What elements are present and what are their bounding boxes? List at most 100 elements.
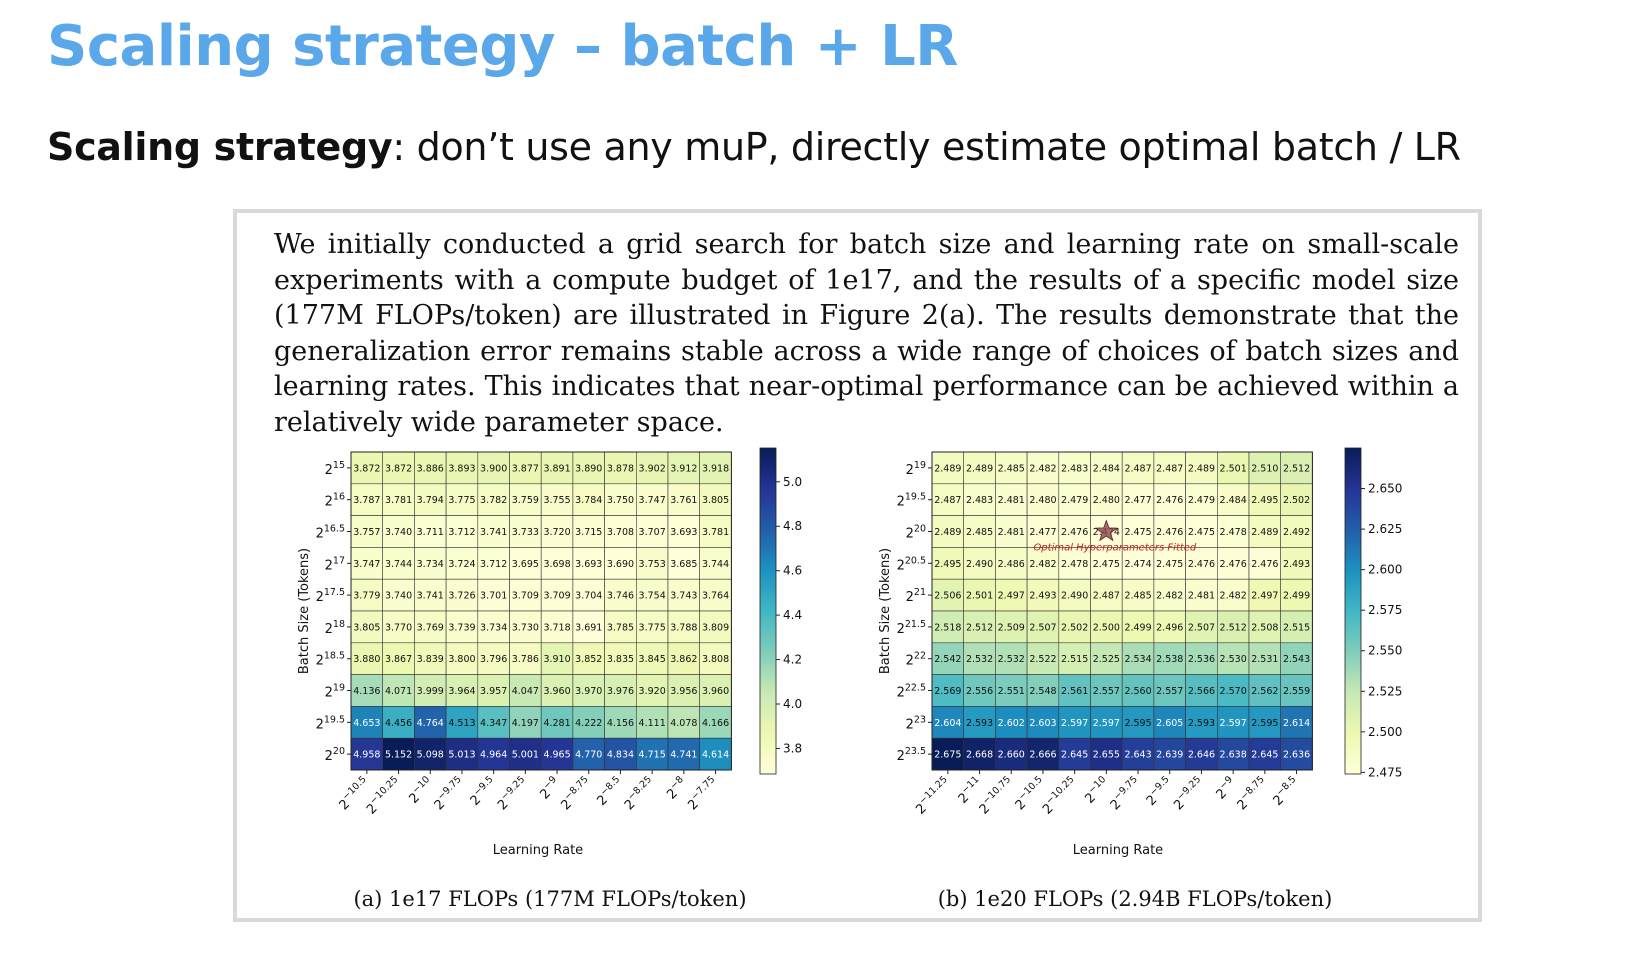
cell-value: 2.646 (1188, 750, 1215, 761)
heatmap-cell (1280, 483, 1313, 516)
cell-value: 2.604 (934, 718, 961, 729)
heatmap-cell (931, 674, 965, 707)
cell-value: 2.489 (934, 527, 961, 538)
cell-value: 2.482 (1029, 559, 1056, 570)
heatmap-cell (540, 674, 574, 707)
y-tick-label: 218.5 (316, 651, 345, 669)
cell-value: 3.698 (543, 559, 570, 570)
heatmap-cell (572, 547, 605, 580)
cell-value: 2.530 (1220, 654, 1247, 665)
heatmap-cell (509, 515, 542, 548)
x-tick-label: 2−10.25 (362, 774, 405, 817)
heatmap-cell (963, 674, 996, 707)
cell-value: 2.597 (1061, 718, 1088, 729)
x-tick-label: 2−9 (535, 774, 563, 802)
heatmap-cell (1280, 642, 1313, 675)
cell-value: 3.960 (543, 686, 570, 697)
cell-value: 2.492 (1283, 527, 1310, 538)
cell-value: 3.718 (543, 622, 570, 633)
cell-value: 2.489 (934, 463, 961, 474)
cell-value: 2.614 (1283, 718, 1310, 729)
cell-value: 3.734 (480, 622, 507, 633)
y-tick-label: 219.5 (897, 492, 926, 510)
heatmap-cell (1058, 515, 1091, 548)
heatmap-cell (1026, 642, 1060, 675)
heatmap-cell (1121, 515, 1155, 548)
cell-value: 3.757 (353, 527, 380, 538)
y-tick-label: 222 (906, 651, 926, 669)
slide-subtitle: Scaling strategy: don’t use any muP, dir… (47, 125, 1461, 169)
cell-value: 3.726 (448, 591, 475, 602)
cell-value: 3.701 (480, 591, 507, 602)
heatmap-cell (699, 578, 732, 612)
figure-caption: (b) 1e20 FLOPs (2.94B FLOPs/token) (938, 887, 1333, 911)
cell-value: 3.715 (575, 527, 602, 538)
y-tick-label: 223.5 (897, 746, 926, 764)
cell-value: 3.708 (607, 527, 634, 538)
heatmap-cell (1248, 515, 1282, 548)
cell-value: 3.835 (607, 654, 634, 665)
heatmap-cell (1185, 515, 1218, 548)
cell-value: 3.886 (417, 463, 444, 474)
heatmap-cell (1153, 610, 1186, 644)
colorbar (1344, 447, 1362, 775)
heatmap-cell (667, 578, 701, 612)
heatmap-cell (572, 706, 605, 739)
heatmap-cell (604, 483, 637, 516)
cell-value: 3.784 (575, 495, 602, 506)
cell-value: 2.518 (934, 622, 961, 633)
cell-value: 2.506 (934, 591, 961, 602)
cell-value: 4.770 (575, 750, 602, 761)
heatmap-cell (931, 547, 965, 580)
cell-value: 2.559 (1283, 686, 1310, 697)
heatmap-cell (1058, 737, 1091, 771)
cell-value: 3.744 (702, 559, 729, 570)
cell-value: 2.476 (1061, 527, 1088, 538)
cell-value: 3.918 (702, 463, 729, 474)
heatmap-cell (445, 451, 479, 485)
heatmap-cell (350, 578, 384, 612)
cell-value: 2.478 (1061, 559, 1088, 570)
cell-value: 2.542 (934, 654, 961, 665)
cell-value: 3.693 (575, 559, 602, 570)
heatmap-b: 2.489 2.489 2.485 2.482 2.483 2.484 2.487 2.487… (878, 447, 1402, 911)
heatmap-cell (1090, 674, 1123, 707)
cell-value: 2.484 (1093, 463, 1120, 474)
cell-value: 3.839 (417, 654, 444, 665)
cell-value: 3.787 (353, 495, 380, 506)
cell-value: 2.475 (1188, 527, 1215, 538)
cell-value: 3.970 (575, 686, 602, 697)
cell-value: 3.744 (385, 559, 412, 570)
colorbar-tick-label: 4.2 (783, 653, 802, 667)
y-tick-label: 221.5 (897, 619, 926, 637)
cell-value: 3.740 (385, 591, 412, 602)
heatmap-cell (477, 706, 510, 739)
heatmap-cell (382, 451, 415, 485)
y-tick-label: 215 (325, 460, 345, 478)
cell-value: 3.764 (702, 591, 729, 602)
cell-value: 2.475 (1124, 527, 1151, 538)
cell-value: 3.741 (480, 527, 507, 538)
cell-value: 4.111 (639, 718, 666, 729)
heatmap-cell (1153, 483, 1186, 516)
cell-value: 2.660 (998, 750, 1025, 761)
cell-value: 4.741 (670, 750, 697, 761)
cell-value: 2.479 (1061, 495, 1088, 506)
heatmap-cell (1185, 578, 1218, 612)
cell-value: 3.733 (512, 527, 539, 538)
heatmap-cell (414, 515, 447, 548)
cell-value: 4.456 (385, 718, 412, 729)
cell-value: 2.475 (1093, 559, 1120, 570)
colorbar-tick-label: 2.500 (1368, 725, 1402, 739)
cell-value: 3.893 (448, 463, 475, 474)
heatmap-cell (572, 451, 605, 485)
heatmap-cell (572, 674, 605, 707)
x-tick-label: 2−8.75 (556, 774, 595, 813)
heatmap-cell (1248, 578, 1282, 612)
cell-value: 2.534 (1124, 654, 1151, 665)
x-tick-label: 2−9.25 (493, 774, 532, 813)
cell-value: 2.474 (1124, 559, 1151, 570)
cell-value: 4.071 (385, 686, 412, 697)
y-tick-label: 222.5 (897, 683, 926, 701)
colorbar-tick-label: 4.8 (783, 519, 802, 533)
